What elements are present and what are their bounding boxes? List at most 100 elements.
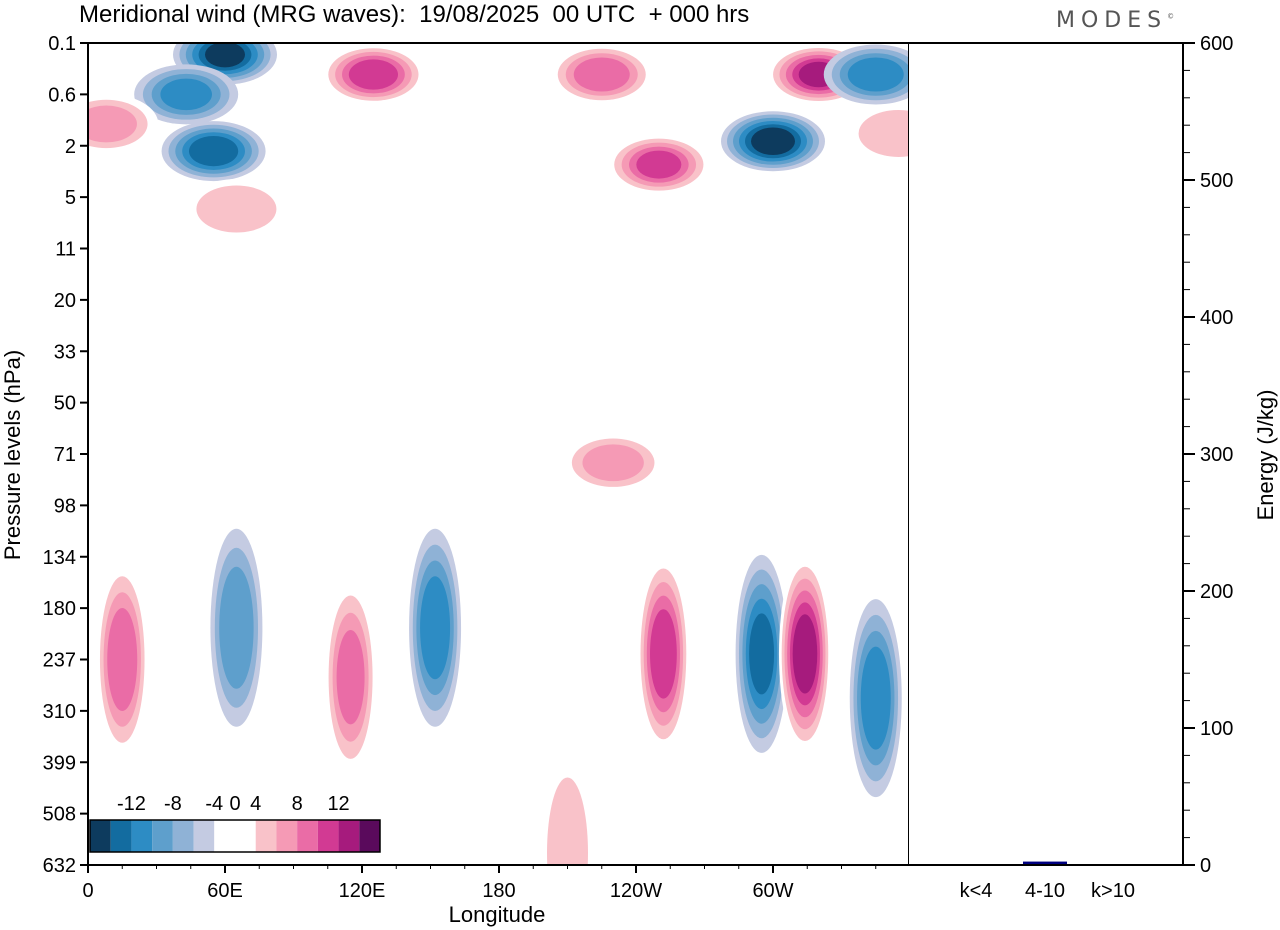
colorbar-swatch [90,820,111,852]
contour-feature [721,111,825,172]
colorbar-swatch [172,820,194,852]
energy-tick-label: 100 [1200,718,1233,740]
y-tick-label: 0.6 [48,84,76,106]
energy-bar [1023,861,1067,865]
contour-band [188,135,239,167]
contour-band [860,646,891,750]
contour-feature [849,599,902,798]
colorbar-swatch [276,820,298,852]
y-tick-label: 50 [54,393,76,415]
y-tick-label: 180 [43,598,76,620]
y-tick-label: 11 [55,239,76,261]
pressure-axis: 0.1 0.6 2 5 11 20 33 50 71 98 134 180 237 310 399 508 63… [43,33,88,877]
x-tick-label: 120W [610,880,662,902]
contour-feature [161,121,266,182]
y-axis-label: Pressure levels (hPa) [0,350,25,560]
y-tick-label: 0.1 [48,33,76,55]
contour-band [336,630,365,725]
colorbar-swatch [359,820,380,852]
energy-tick-label: 200 [1200,581,1233,603]
x-tick-label: 180 [482,880,515,902]
colorbar-label: 0 [229,793,240,815]
x-axis-label: Longitude [449,902,546,927]
contour-feature [321,44,426,105]
colorbar-frame [89,819,381,853]
colorbar-label: -12 [117,793,146,815]
energy-tick-label: 300 [1200,444,1233,466]
contour-band [348,59,399,90]
contour-feature [88,93,159,154]
energy-tick-label: 400 [1200,307,1233,329]
longitude-axis: 0 60E 120E 180 120W 60W [82,865,877,902]
contour-band [650,609,677,699]
contour-feature [823,44,909,105]
colorbar-label: -8 [164,793,182,815]
contour-feature [846,103,909,164]
x-tick-label: 60E [207,880,243,902]
y-tick-label: 20 [54,290,76,312]
energy-tick-label: 500 [1200,170,1233,192]
colorbar-swatch [297,820,318,852]
y-tick-label: 5 [65,187,76,209]
contour-band [107,608,138,711]
y-tick-label: 399 [43,752,76,774]
contour-band [636,150,682,179]
colorbar-swatch [193,820,215,852]
chart-title: Meridional wind (MRG waves): 19/08/2025 … [79,1,750,28]
contour-band [858,109,909,157]
colorbar-swatch [131,820,153,852]
energy-axis: 0 100 200 300 400 500 600 [1183,33,1233,877]
contour-feature [210,528,263,727]
contour-feature [541,753,594,865]
contour-band [88,105,137,143]
contour-band [160,78,212,111]
logo-text: MODES [1056,8,1168,33]
contour-feature [96,560,149,759]
colorbar-label: 12 [327,793,349,815]
energy-panel: 0 100 200 300 400 500 600 k<4 4-10 k>10 Energy (… [909,33,1278,902]
x-tick-label: 120E [339,880,386,902]
contour-feature [735,554,788,753]
contour-band [582,444,644,482]
colorbar-label: 8 [292,793,303,815]
energy-category-label: k>10 [1091,880,1135,902]
colorbar-swatch [255,820,277,852]
y-tick-label: 33 [54,341,76,363]
colorbar-label: -4 [205,793,223,815]
y-tick-label: 237 [43,650,76,672]
y-tick-label: 134 [43,547,76,569]
contour-band [751,127,795,156]
contour-feature [134,64,239,125]
energy-category-label: k<4 [960,880,993,902]
colorbar-swatch [338,820,360,852]
contour-band [847,57,904,92]
colorbar-swatch [214,820,235,852]
modes-logo: MODES© [1056,8,1174,33]
contour-feature [409,528,462,727]
contour-band [792,614,818,694]
contour-feature [637,554,690,753]
y-tick-label: 98 [54,495,76,517]
colorbar-label: 4 [250,793,261,815]
x-tick-label: 0 [82,880,93,902]
contour-feature [549,44,654,105]
colorbar: -12 -8 -4 0 4 8 12 [89,793,381,853]
y-tick-label: 508 [43,804,76,826]
contour-band [196,185,277,233]
contour-band [219,566,254,689]
y-tick-label: 2 [65,136,76,158]
colorbar-swatch [235,820,256,852]
heatmap-plot [87,42,910,866]
energy-category-label: 4-10 [1025,880,1065,902]
contour-feature [778,554,831,753]
energy-tick-label: 600 [1200,33,1233,55]
energy-background [909,43,1183,865]
contour-band [749,613,775,695]
x-tick-label: 60W [752,880,793,902]
y-tick-label: 310 [43,701,76,723]
contour-band [420,576,451,680]
energy-axis-label: Energy (J/kg) [1253,390,1278,521]
contour-feature [324,578,377,777]
colorbar-swatch [152,820,173,852]
